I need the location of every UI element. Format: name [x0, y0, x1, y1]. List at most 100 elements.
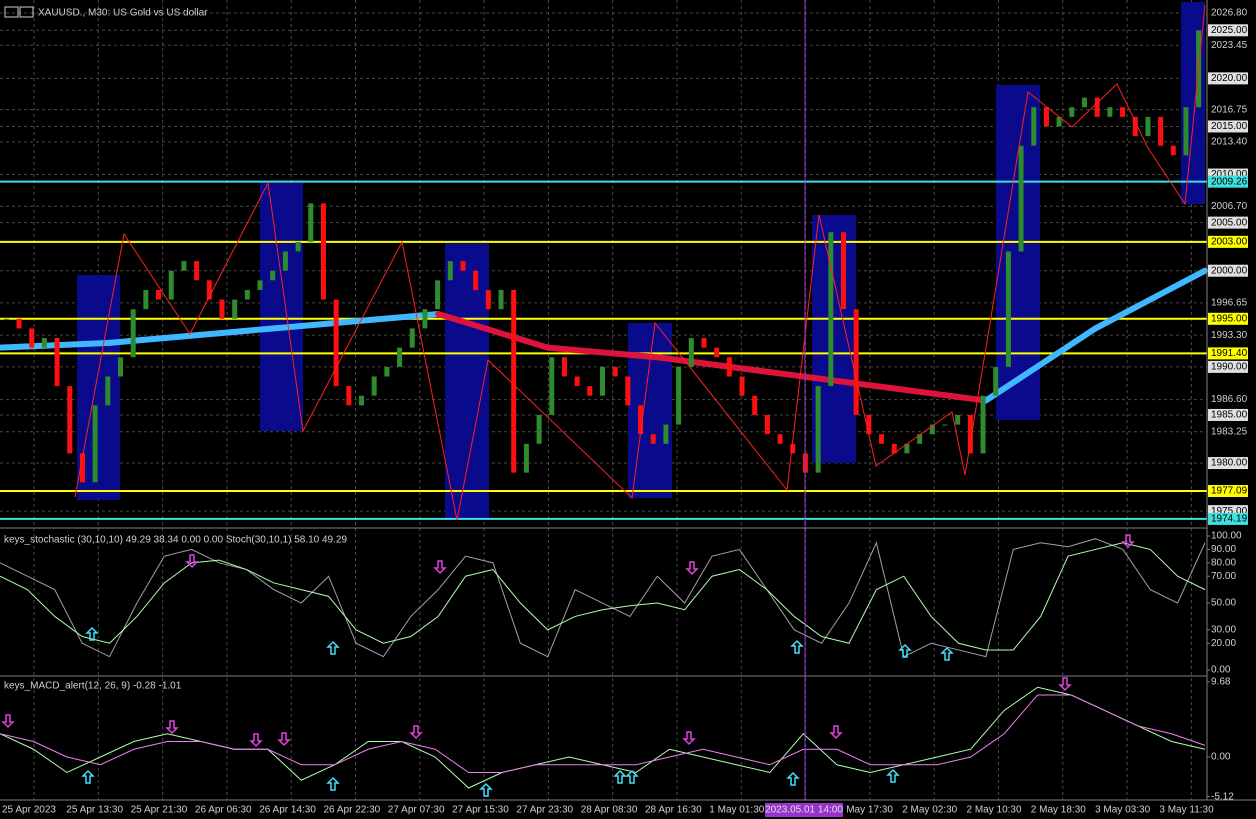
y-tick-label: 30.00 [1211, 624, 1236, 635]
candle [841, 232, 846, 310]
candle [3, 318, 9, 320]
candle [967, 414, 973, 454]
indicator-line [0, 542, 1206, 651]
candle [650, 434, 656, 444]
candle [168, 270, 174, 300]
foreground-layer: 2026.80 2023.45 2016.75 2013.40 2006.70 1996.… [0, 8, 1248, 817]
sell-arrow [249, 733, 263, 748]
candle [257, 280, 263, 290]
candle [955, 414, 961, 425]
candle [130, 309, 136, 358]
y-tick-label: 0.00 [1211, 665, 1231, 676]
candle [866, 414, 872, 435]
buy-arrow [790, 639, 804, 654]
candle [790, 443, 796, 454]
x-tick-label: 2 May 10:30 [967, 805, 1022, 816]
candle [574, 376, 580, 387]
sell-arrow [165, 720, 179, 735]
buy-arrow [326, 640, 340, 655]
x-tick-label: 2 May 18:30 [1031, 805, 1086, 816]
candle [980, 395, 986, 454]
x-tick-label: 25 Apr 13:30 [66, 805, 123, 816]
y-tick-label: 1980.00 [1211, 458, 1248, 469]
x-tick-label: 27 Apr 15:30 [452, 805, 509, 816]
x-tick-label: 25 Apr 2023 [2, 805, 56, 816]
sell-arrow [685, 561, 699, 576]
moving-average [654, 354, 770, 375]
candle [1069, 107, 1075, 117]
pane-title: keys_stochastic (30,10,10) 49.29 38.34 0… [4, 535, 347, 546]
candle [1170, 145, 1176, 156]
sell-arrow [409, 725, 423, 740]
indicator-line [0, 694, 1206, 773]
candle [320, 203, 326, 300]
candle [105, 376, 111, 406]
x-tick-label: 3 May 11:30 [1159, 805, 1214, 816]
y-tick-label: 100.00 [1211, 531, 1242, 542]
tick-box [1208, 24, 1248, 37]
x-tick-label: 28 Apr 08:30 [581, 805, 638, 816]
candle [764, 414, 770, 435]
moving-average [982, 325, 1099, 404]
candle [1082, 97, 1087, 108]
candle [485, 289, 491, 310]
buy-arrow [625, 769, 639, 784]
y-tick-label: 2020.00 [1211, 73, 1248, 84]
y-tick-label: 1990.00 [1211, 362, 1248, 373]
candle [879, 434, 885, 444]
candle [435, 280, 441, 310]
candle [67, 386, 73, 454]
candle [92, 405, 98, 483]
x-tick-label: 27 Apr 07:30 [388, 805, 445, 816]
candle [397, 347, 403, 367]
y-tick-label: 80.00 [1211, 557, 1236, 568]
sell-arrow [829, 725, 843, 740]
zone [1181, 2, 1205, 204]
y-tick-label: -5.12 [1211, 791, 1234, 802]
level-label: 2003.00 [1211, 237, 1248, 248]
zone [628, 323, 672, 498]
y-tick-label: 9.68 [1211, 677, 1231, 688]
candle [600, 366, 605, 396]
candle [1043, 107, 1049, 127]
level-label: 2009.26 [1211, 176, 1248, 187]
x-tick-label: 26 Apr 22:30 [324, 805, 381, 816]
candle [523, 443, 529, 473]
candle [828, 232, 834, 387]
level-label: 1995.00 [1211, 313, 1248, 324]
x-tick-label: 1 May 01:30 [709, 805, 764, 816]
x-tick-label: 28 Apr 16:30 [645, 805, 702, 816]
y-tick-label: 90.00 [1211, 544, 1236, 555]
candle [1094, 97, 1100, 117]
candle [295, 241, 301, 252]
candle [663, 424, 669, 444]
tick-box [1208, 216, 1248, 229]
y-tick-label: 2016.75 [1211, 104, 1248, 115]
y-tick-label: 2015.00 [1211, 121, 1248, 132]
level-box [1208, 312, 1248, 325]
candle [942, 424, 948, 426]
y-tick-label: 2006.70 [1211, 201, 1248, 212]
candle [1107, 107, 1113, 117]
tick-box [1208, 264, 1248, 277]
tick-box [1208, 408, 1248, 421]
candle [359, 395, 364, 406]
buy-arrow [898, 643, 912, 658]
x-tick-label: 26 Apr 06:30 [195, 805, 252, 816]
x-tick-label: 1 May 17:30 [838, 805, 893, 816]
candle [371, 376, 377, 396]
candle [384, 366, 390, 377]
y-tick-label: 1985.00 [1211, 410, 1248, 421]
candle [473, 270, 479, 290]
candle [29, 328, 35, 348]
candle [1120, 107, 1126, 117]
level-label: 1977.09 [1211, 486, 1248, 497]
moving-average [325, 310, 442, 327]
candle [282, 251, 288, 271]
symbol-icon [19, 6, 34, 18]
zone [445, 243, 489, 520]
candle [156, 289, 162, 300]
candle [16, 318, 22, 329]
x-tick-label: 27 Apr 23:30 [516, 805, 573, 816]
